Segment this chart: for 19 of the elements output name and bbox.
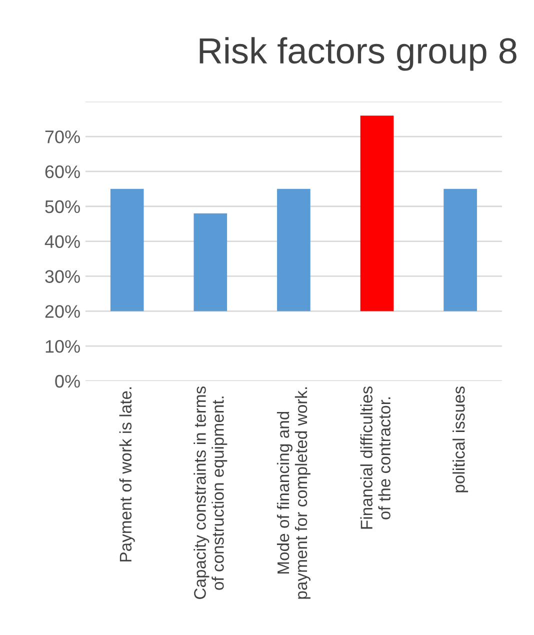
y-tick-label: 30% xyxy=(45,270,80,283)
bar xyxy=(110,188,144,312)
x-tick-label: Financial difficulties of the contractor. xyxy=(360,386,390,529)
y-tick-label: 60% xyxy=(45,165,80,178)
bar xyxy=(194,213,228,312)
x-tick-label: Payment of work is late. xyxy=(119,387,135,562)
y-tick-label: 0% xyxy=(55,374,80,388)
y-tick-label: 70% xyxy=(45,130,80,144)
y-tick-label: 40% xyxy=(44,235,80,248)
bar xyxy=(444,188,477,312)
bar xyxy=(277,188,310,312)
x-tick-label: political issues xyxy=(452,386,468,492)
y-tick-label: 50% xyxy=(45,200,80,214)
x-tick-label: Capacity constraints in terms of construction equipment. xyxy=(194,386,228,599)
y-tick-label: 20% xyxy=(45,305,80,318)
chart-title: Risk factors group 8 xyxy=(200,37,516,71)
y-tick-label: 10% xyxy=(46,340,80,353)
bar xyxy=(360,116,394,312)
x-tick-label: Mode of financing and payment for completed work. xyxy=(276,387,310,599)
